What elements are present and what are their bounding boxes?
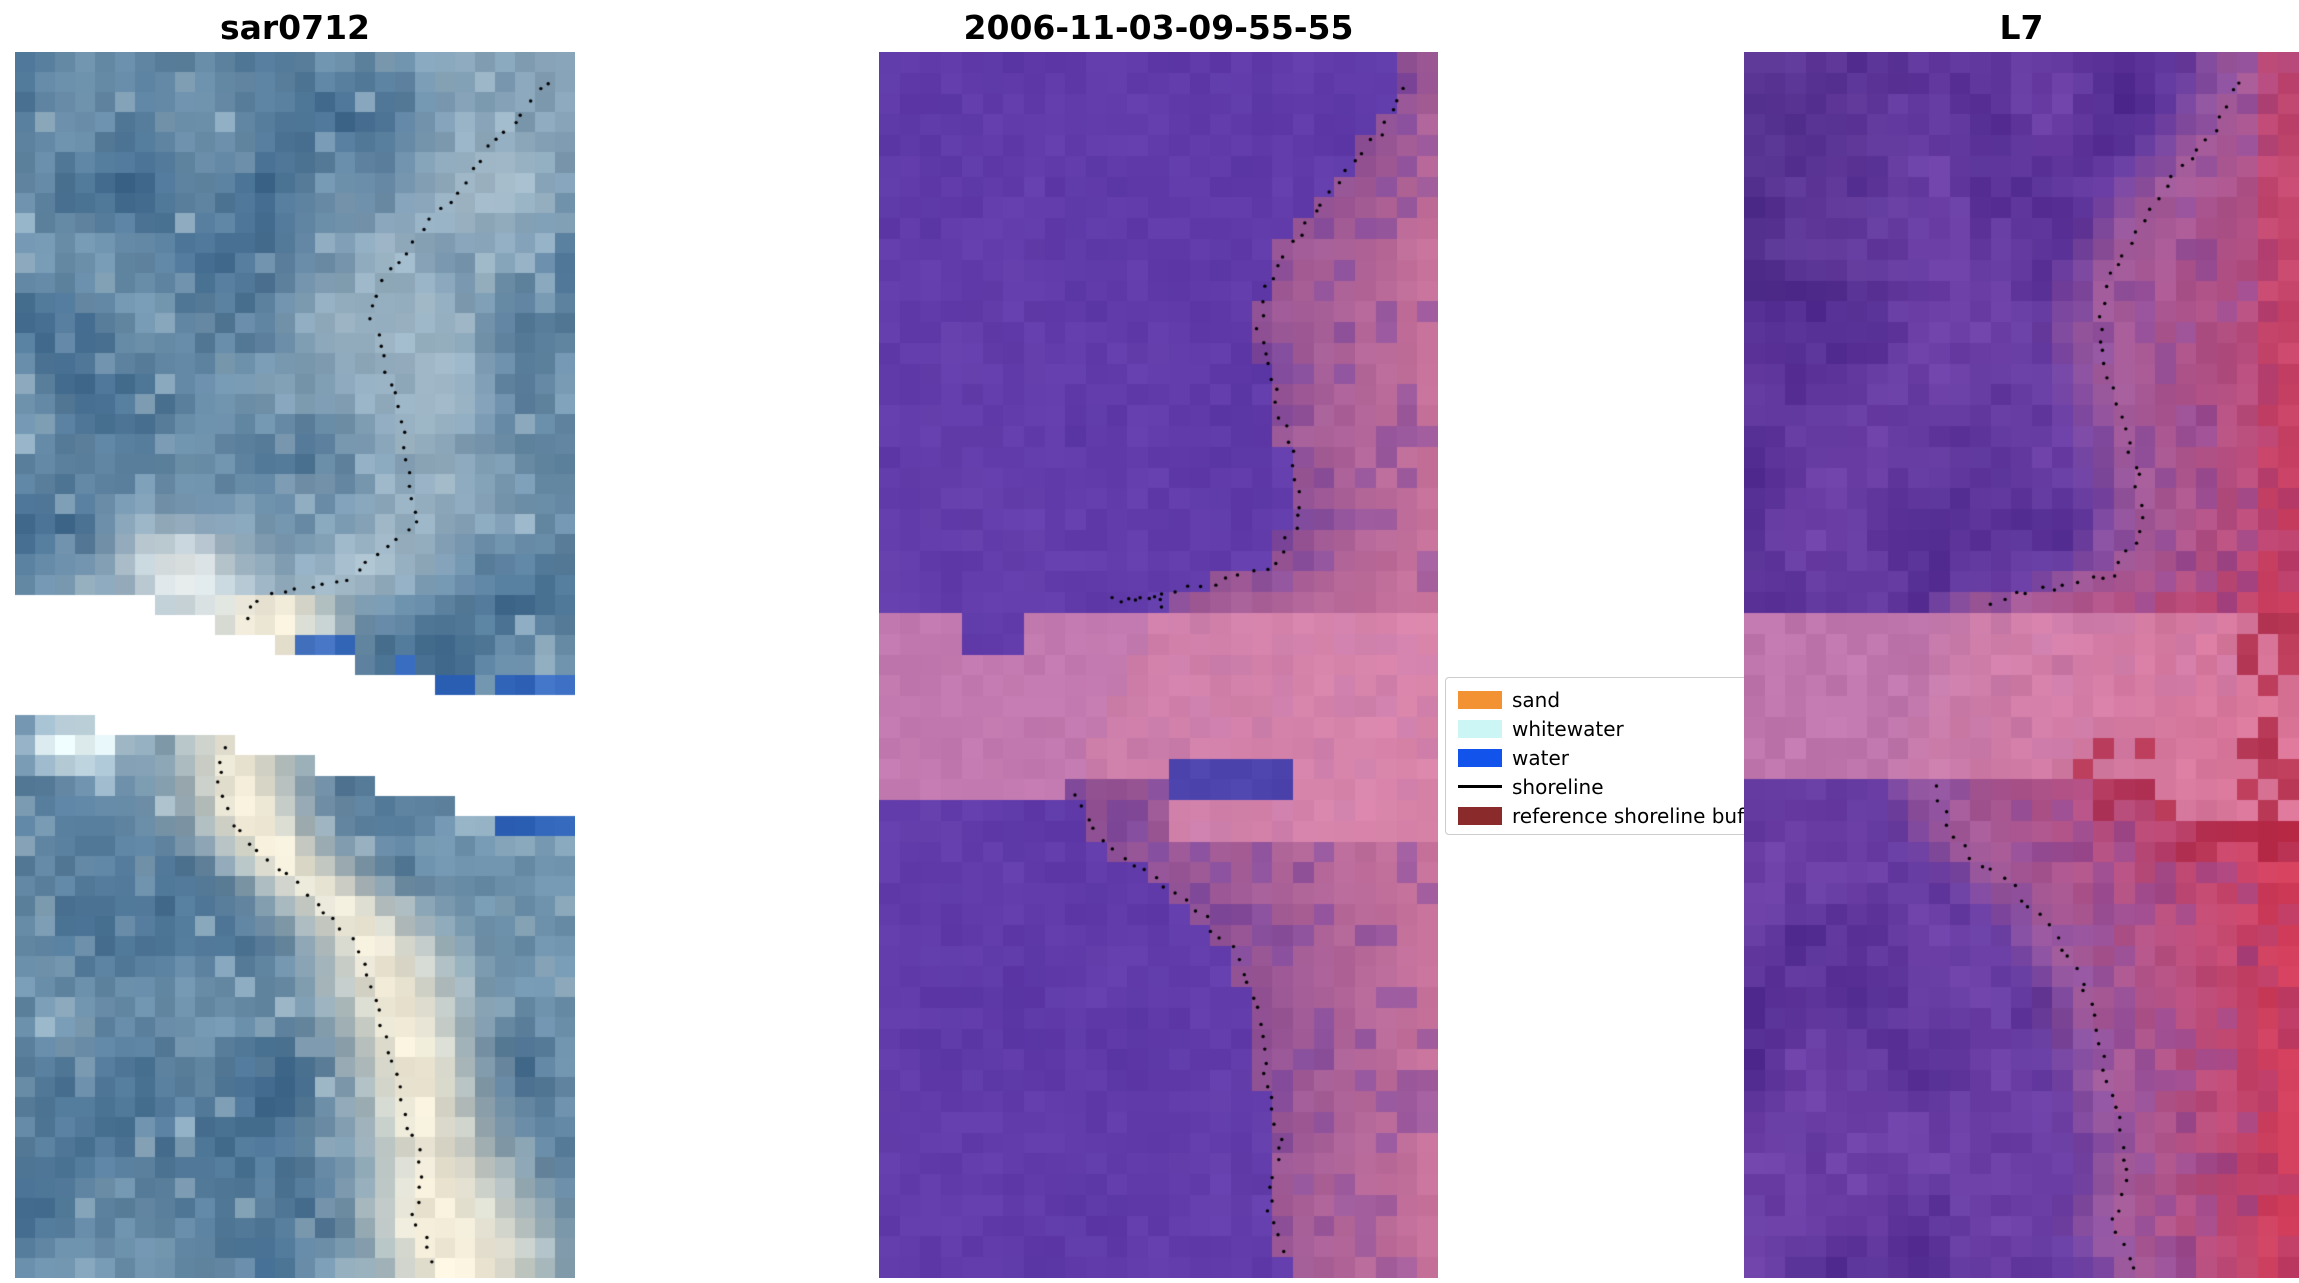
legend-entry-shoreline: shoreline [1458,772,1796,801]
reference-buffer-color-swatch [1458,806,1502,825]
legend-entry-whitewater: whitewater [1458,714,1796,743]
legend-entry-sand: sand [1458,685,1796,714]
l7-image-panel [1744,52,2299,1278]
whitewater-color-swatch [1458,719,1502,738]
legend-entry-reference-buffer: reference shoreline buffer [1458,801,1796,830]
panel-title-date: 2006-11-03-09-55-55 [963,8,1354,47]
legend-label-shoreline: shoreline [1512,774,1604,799]
legend-box: sand whitewater water shoreline referenc… [1445,677,1797,835]
legend-label-reference-buffer: reference shoreline buffer [1512,803,1772,828]
water-color-swatch [1458,748,1502,767]
sar-image-panel [15,52,575,1278]
sand-color-swatch [1458,690,1502,709]
legend-entry-water: water [1458,743,1796,772]
shoreline-line-swatch [1458,785,1502,788]
legend-label-water: water [1512,745,1569,770]
panel-title-l7: L7 [1999,8,2044,47]
panel-title-sar0712: sar0712 [219,8,371,47]
legend-label-sand: sand [1512,687,1561,712]
legend-label-whitewater: whitewater [1512,716,1624,741]
classified-image-panel [879,52,1438,1278]
